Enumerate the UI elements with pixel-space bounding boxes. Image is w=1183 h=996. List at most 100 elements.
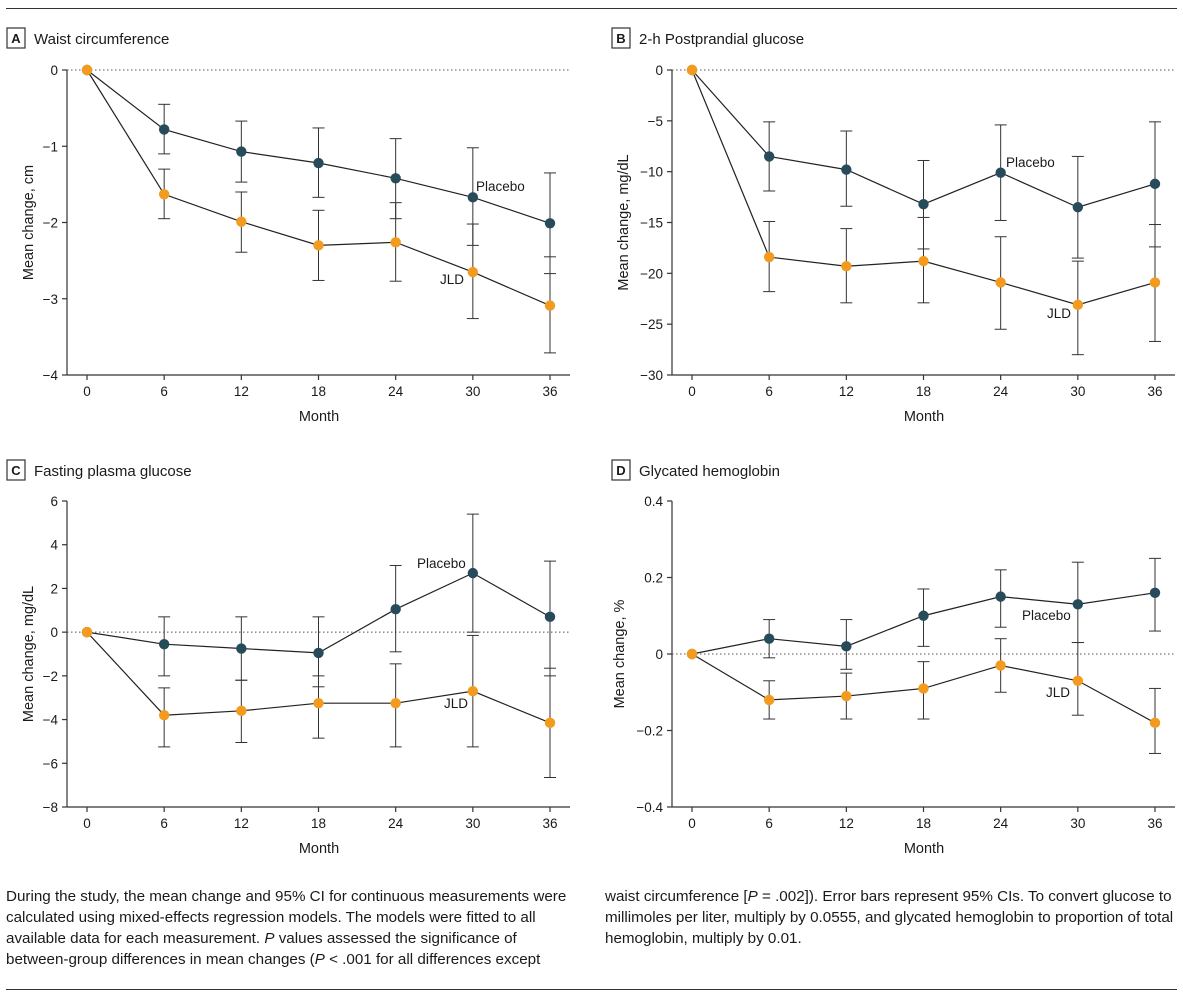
y-tick-label: −2 bbox=[43, 669, 58, 684]
panel-label-box bbox=[611, 459, 631, 481]
jld-point bbox=[467, 685, 479, 697]
jld-point bbox=[841, 690, 852, 702]
placebo-point bbox=[544, 611, 556, 623]
y-tick-label: −0.4 bbox=[636, 800, 663, 815]
x-tick-label: 30 bbox=[465, 816, 480, 831]
x-tick-label: 0 bbox=[83, 384, 91, 399]
jld-point-origin bbox=[686, 64, 698, 76]
y-axis-label: Mean change, mg/dL bbox=[616, 154, 632, 290]
y-tick-label: 0.4 bbox=[644, 494, 663, 509]
jld-point bbox=[918, 683, 929, 694]
placebo-point bbox=[544, 218, 556, 229]
jld-point bbox=[995, 277, 1006, 288]
placebo-point bbox=[467, 192, 479, 203]
y-tick-label: 6 bbox=[50, 494, 58, 509]
x-tick-label: 12 bbox=[234, 384, 249, 399]
annotation-placebo: Placebo bbox=[1022, 608, 1071, 623]
placebo-point bbox=[158, 124, 170, 135]
placebo-point bbox=[1149, 178, 1161, 190]
jld-point bbox=[918, 255, 929, 267]
jld-point bbox=[313, 697, 324, 709]
y-tick-label: −8 bbox=[43, 800, 58, 815]
x-tick-label: 24 bbox=[388, 816, 404, 831]
x-tick-label: 6 bbox=[765, 384, 773, 399]
placebo-point bbox=[841, 164, 852, 175]
y-tick-label: −5 bbox=[648, 114, 663, 129]
panel-b: B 2-h Postprandial glucose 0 −5 −10 −15 −20 −25… bbox=[611, 27, 1175, 425]
jld-point bbox=[313, 240, 324, 251]
x-tick-label: 24 bbox=[388, 384, 404, 399]
y-tick-label: −20 bbox=[640, 266, 663, 281]
annotation-placebo: Placebo bbox=[1006, 155, 1055, 170]
x-tick-label: 12 bbox=[839, 384, 854, 399]
x-tick-label: 18 bbox=[916, 384, 931, 399]
jld-point bbox=[763, 251, 775, 263]
x-tick-label: 6 bbox=[160, 816, 168, 831]
x-axis-label: Month bbox=[904, 409, 944, 425]
panel-label: A bbox=[11, 31, 21, 46]
jld-point bbox=[236, 705, 247, 717]
y-tick-label: 0.2 bbox=[644, 571, 663, 586]
x-tick-label: 30 bbox=[1070, 816, 1085, 831]
x-tick-label: 18 bbox=[916, 816, 931, 831]
annotation-jld: JLD bbox=[1047, 306, 1071, 321]
placebo-point bbox=[763, 633, 775, 644]
panel-d: D Glycated hemoglobin 0.4 0.2 0 −0.2 −0.4 Mean … bbox=[611, 459, 1175, 857]
jld-point-origin bbox=[686, 648, 698, 660]
y-tick-label: −2 bbox=[43, 216, 58, 231]
y-tick-label: −0.2 bbox=[636, 724, 663, 739]
placebo-point bbox=[390, 173, 401, 184]
placebo-point bbox=[467, 567, 479, 579]
panel-c: C Fasting plasma glucose 6 4 2 0 −2 −4 −6 −8 Mean … bbox=[6, 459, 570, 857]
panel-label: C bbox=[11, 463, 21, 478]
bottom-rule bbox=[6, 989, 1177, 990]
panel-title: Waist circumference bbox=[34, 31, 169, 48]
y-tick-label: 0 bbox=[50, 625, 58, 640]
x-axis-label: Month bbox=[299, 841, 339, 857]
placebo-point bbox=[390, 603, 401, 615]
jld-point-origin bbox=[81, 626, 93, 638]
placebo-point bbox=[236, 146, 247, 157]
x-tick-label: 18 bbox=[311, 816, 326, 831]
jld-point bbox=[158, 710, 170, 721]
placebo-point bbox=[763, 151, 775, 162]
jld-point bbox=[1149, 717, 1161, 729]
jld-point bbox=[236, 216, 247, 227]
placebo-point bbox=[918, 199, 929, 210]
y-tick-label: 2 bbox=[50, 581, 58, 596]
panel-title: Glycated hemoglobin bbox=[639, 463, 780, 480]
figure-panels: A Waist circumference 0 −1 −2 −3 −4 Mean change… bbox=[6, 27, 1175, 857]
x-tick-label: 6 bbox=[765, 816, 773, 831]
y-tick-label: 0 bbox=[50, 63, 58, 78]
panel-label-box bbox=[6, 27, 26, 49]
placebo-point bbox=[1072, 202, 1084, 213]
x-tick-label: 0 bbox=[688, 816, 696, 831]
jld-point-origin bbox=[81, 64, 93, 76]
jld-point bbox=[390, 237, 401, 248]
placebo-point bbox=[236, 643, 247, 654]
annotation-placebo: Placebo bbox=[476, 179, 525, 194]
caption-right: waist circumference [P = .002]). Error b… bbox=[605, 888, 1174, 947]
x-tick-label: 0 bbox=[83, 816, 91, 831]
placebo-point bbox=[1072, 599, 1084, 610]
annotation-placebo: Placebo bbox=[417, 556, 466, 571]
jld-point bbox=[1072, 675, 1084, 686]
x-tick-label: 18 bbox=[311, 384, 326, 399]
x-tick-label: 12 bbox=[234, 816, 249, 831]
y-tick-label: −4 bbox=[43, 368, 59, 383]
x-tick-label: 36 bbox=[1147, 816, 1162, 831]
y-tick-label: −10 bbox=[640, 165, 663, 180]
y-tick-label: −6 bbox=[43, 756, 58, 771]
x-tick-label: 12 bbox=[839, 816, 854, 831]
x-axis-label: Month bbox=[904, 841, 944, 857]
jld-point bbox=[544, 300, 556, 311]
jld-point bbox=[390, 697, 401, 709]
jld-point bbox=[1149, 277, 1161, 288]
panel-label-box bbox=[611, 27, 631, 49]
jld-point bbox=[763, 694, 775, 706]
placebo-point bbox=[313, 157, 324, 169]
top-rule bbox=[6, 8, 1177, 9]
jld-point bbox=[467, 266, 479, 278]
placebo-point bbox=[995, 591, 1006, 602]
panel-a: A Waist circumference 0 −1 −2 −3 −4 Mean change… bbox=[6, 27, 570, 425]
